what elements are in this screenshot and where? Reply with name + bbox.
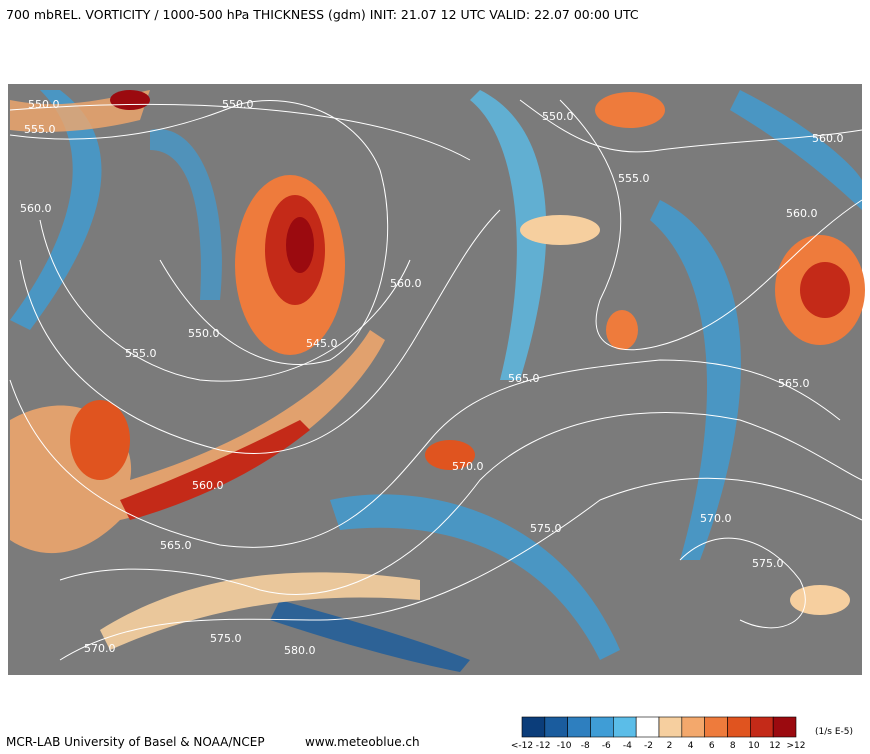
- contour-label: 560.0: [786, 207, 818, 220]
- colorbar-unit: (1/s E-5): [815, 727, 853, 737]
- colorbar-cell: [635, 716, 660, 738]
- colorbar-cell: [544, 716, 568, 738]
- contour-label: 565.0: [508, 372, 540, 385]
- colorbar-label: 4: [688, 741, 694, 750]
- contour-label: 570.0: [84, 642, 116, 655]
- contour-label: 550.0: [542, 110, 574, 123]
- contour-label: 550.0: [222, 98, 254, 111]
- colorbar-label: -4: [623, 741, 632, 750]
- contour-label: 580.0: [284, 644, 316, 657]
- colorbar-cell: [567, 716, 591, 738]
- contour-label: 575.0: [752, 557, 784, 570]
- colorbar-cell: [613, 716, 637, 738]
- colorbar-label: <-12: [511, 741, 533, 750]
- contour-label: 545.0: [306, 337, 338, 350]
- colorbar-cell: [704, 716, 728, 738]
- contour-label: 550.0: [28, 98, 60, 111]
- colorbar-label: 2: [667, 741, 673, 750]
- contour-label: 560.0: [812, 132, 844, 145]
- colorbar-cell: [772, 716, 797, 738]
- colorbar-label: 6: [709, 741, 715, 750]
- colorbar-label: -12: [536, 741, 551, 750]
- contour-label: 560.0: [390, 277, 422, 290]
- colorbar-label: -2: [644, 741, 653, 750]
- contour-label: 570.0: [700, 512, 732, 525]
- contour-label: 565.0: [160, 539, 192, 552]
- colorbar-cell: [750, 716, 774, 738]
- site-link[interactable]: www.meteoblue.ch: [305, 735, 420, 749]
- contour-label: 555.0: [24, 123, 56, 136]
- credit: MCR-LAB University of Basel & NOAA/NCEP: [6, 735, 265, 749]
- contour-label: 555.0: [125, 347, 157, 360]
- contour-label: 560.0: [192, 479, 224, 492]
- colorbar-cell: [521, 716, 546, 738]
- colorbar: <-12 -12 -10 -8 -6 -4 -2 2 4 6 8 10 12 >12: [511, 716, 806, 751]
- colorbar-cell: [727, 716, 751, 738]
- colorbar-label: -6: [602, 741, 611, 750]
- map: 550.0 550.0 555.0 560.0 550.0 555.0 545.0 560.0…: [8, 84, 865, 675]
- colorbar-label: 8: [730, 741, 736, 750]
- contour-label: 555.0: [618, 172, 650, 185]
- contour-label: 575.0: [210, 632, 242, 645]
- colorbar-label: -10: [557, 741, 572, 750]
- contour-label: 565.0: [778, 377, 810, 390]
- contour-label: 550.0: [188, 327, 220, 340]
- contour-label: 575.0: [530, 522, 562, 535]
- colorbar-label: >12: [787, 741, 806, 750]
- colorbar-label: 10: [748, 741, 760, 750]
- title: 700 mbREL. VORTICITY / 1000-500 hPa THIC…: [6, 7, 639, 22]
- contour-label: 570.0: [452, 460, 484, 473]
- colorbar-label: 12: [769, 741, 780, 750]
- colorbar-cell: [658, 716, 683, 738]
- colorbar-cell: [681, 716, 705, 738]
- colorbar-label: -8: [581, 741, 590, 750]
- contour-label: 560.0: [20, 202, 52, 215]
- colorbar-cell: [590, 716, 614, 738]
